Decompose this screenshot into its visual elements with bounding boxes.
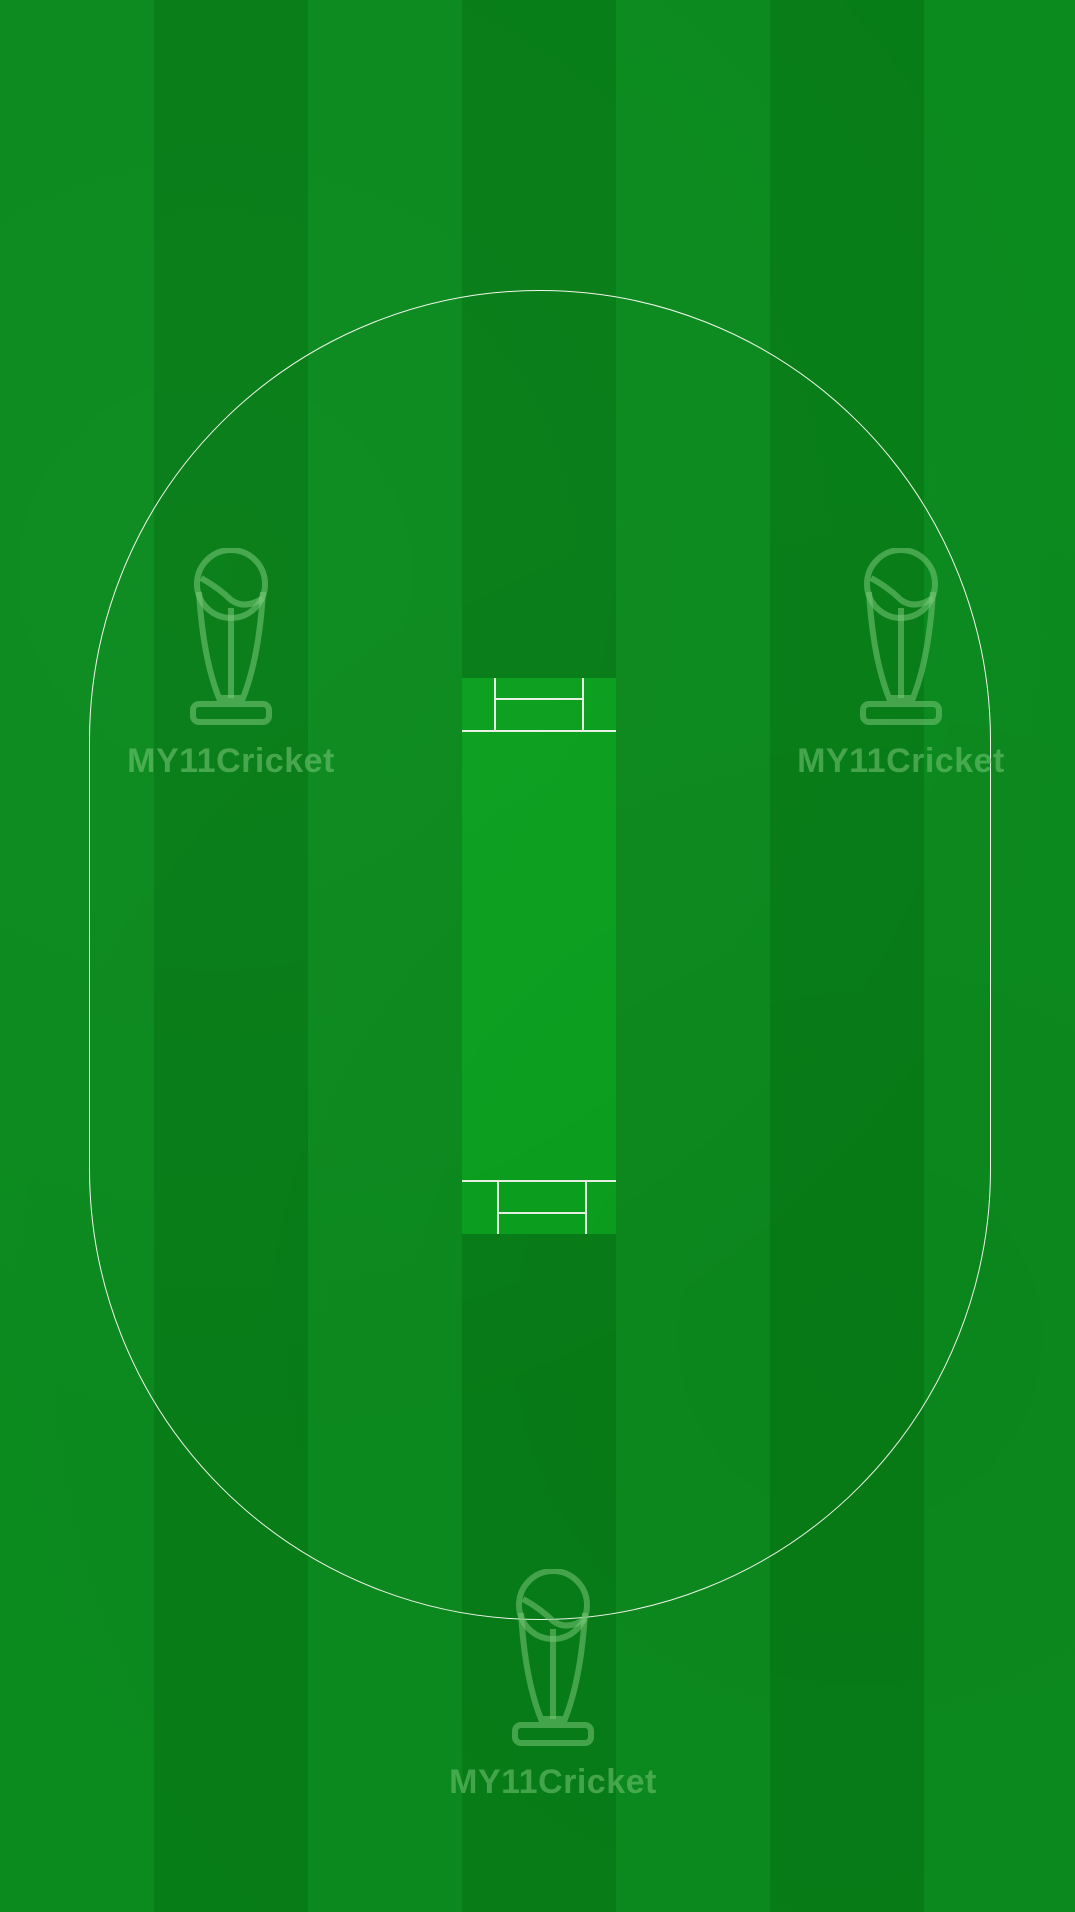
boundary-line <box>89 290 991 1620</box>
pitch <box>462 678 616 1234</box>
top-return-crease-left <box>494 678 496 730</box>
trophy-icon <box>512 1569 594 1746</box>
watermark-logo-left: MY11Cricket <box>111 548 351 781</box>
trophy-icon <box>860 548 942 725</box>
top-popping-crease <box>462 730 616 732</box>
bottom-return-crease-left <box>497 1180 499 1234</box>
bottom-popping-crease <box>462 1180 616 1182</box>
top-bowling-crease <box>494 698 584 700</box>
bottom-return-crease-right <box>585 1180 587 1234</box>
watermark-logo-right: MY11Cricket <box>781 548 1021 781</box>
watermark-text: MY11Cricket <box>449 1763 657 1801</box>
top-return-crease-right <box>582 678 584 730</box>
bottom-bowling-crease <box>497 1212 587 1214</box>
watermark-logo-bottom: MY11Cricket <box>433 1569 673 1802</box>
watermark-text: MY11Cricket <box>127 742 335 780</box>
watermark-text: MY11Cricket <box>797 742 1005 780</box>
trophy-icon <box>190 548 272 725</box>
